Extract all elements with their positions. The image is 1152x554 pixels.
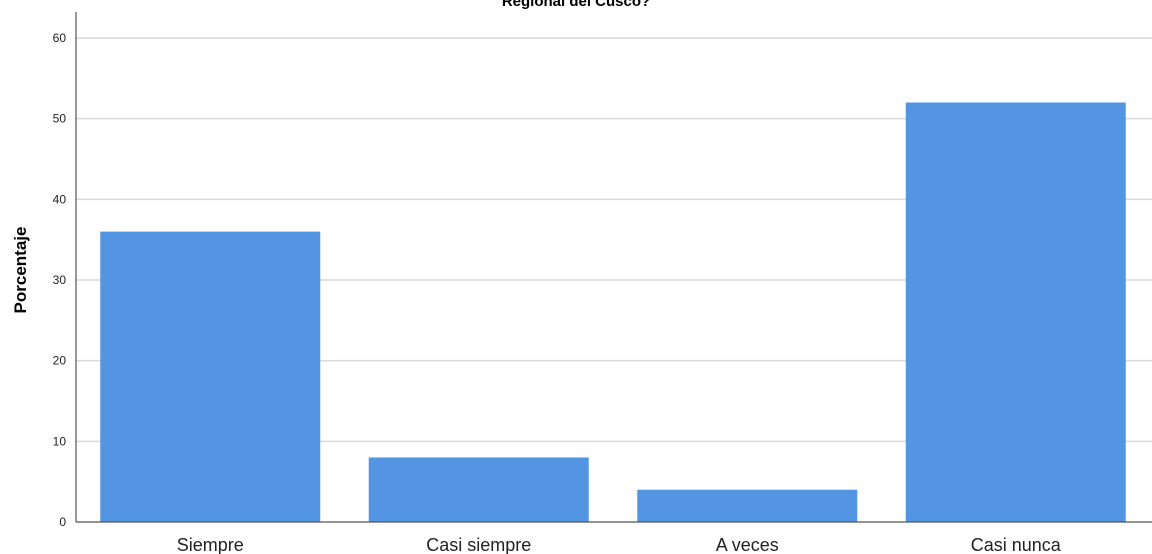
bar-casi-siempre — [368, 457, 589, 522]
x-tick-labels: Siempre Casi siempre A veces Casi nunca — [177, 535, 1062, 554]
y-tick-label: 60 — [53, 31, 67, 45]
y-tick-label: 10 — [53, 434, 67, 448]
chart-title: Regional del Cusco? — [502, 0, 650, 10]
x-tick-label: A veces — [716, 535, 779, 554]
bar-casi-nunca — [905, 102, 1126, 523]
y-axis-label: Porcentaje — [11, 227, 30, 314]
y-tick-label: 30 — [53, 273, 67, 287]
bar-a-veces — [637, 489, 858, 522]
x-tick-label: Casi siempre — [426, 535, 531, 554]
bar-siempre — [100, 231, 321, 522]
bars — [100, 102, 1126, 523]
y-tick-label: 0 — [59, 515, 66, 529]
x-tick-label: Casi nunca — [971, 535, 1062, 554]
y-tick-label: 50 — [53, 112, 67, 126]
y-tick-labels: 0 10 20 30 40 50 60 — [53, 31, 67, 529]
x-tick-label: Siempre — [177, 535, 244, 554]
y-tick-label: 20 — [53, 354, 67, 368]
y-tick-label: 40 — [53, 192, 67, 206]
